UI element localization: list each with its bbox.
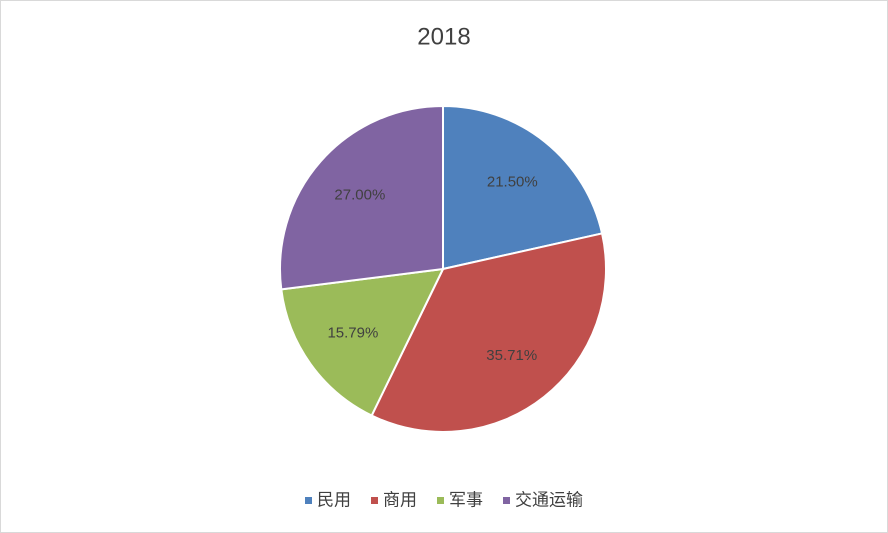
legend-label: 民用 xyxy=(317,490,351,509)
chart-title: 2018 xyxy=(417,23,470,50)
data-label: 27.00% xyxy=(334,187,385,204)
pie-slice xyxy=(279,104,444,291)
data-label: 15.79% xyxy=(327,325,378,342)
legend-swatch xyxy=(437,497,444,504)
data-label: 21.50% xyxy=(487,173,538,190)
legend-label: 交通运输 xyxy=(515,490,583,509)
data-label: 35.71% xyxy=(486,347,537,364)
legend-label: 商用 xyxy=(383,490,417,509)
legend-label: 军事 xyxy=(449,490,483,509)
legend-swatch xyxy=(371,497,378,504)
pie-slice xyxy=(370,232,607,433)
pie-slice xyxy=(280,267,445,417)
pie-slice xyxy=(442,104,604,271)
legend-swatch xyxy=(305,497,312,504)
legend-swatch xyxy=(503,497,510,504)
